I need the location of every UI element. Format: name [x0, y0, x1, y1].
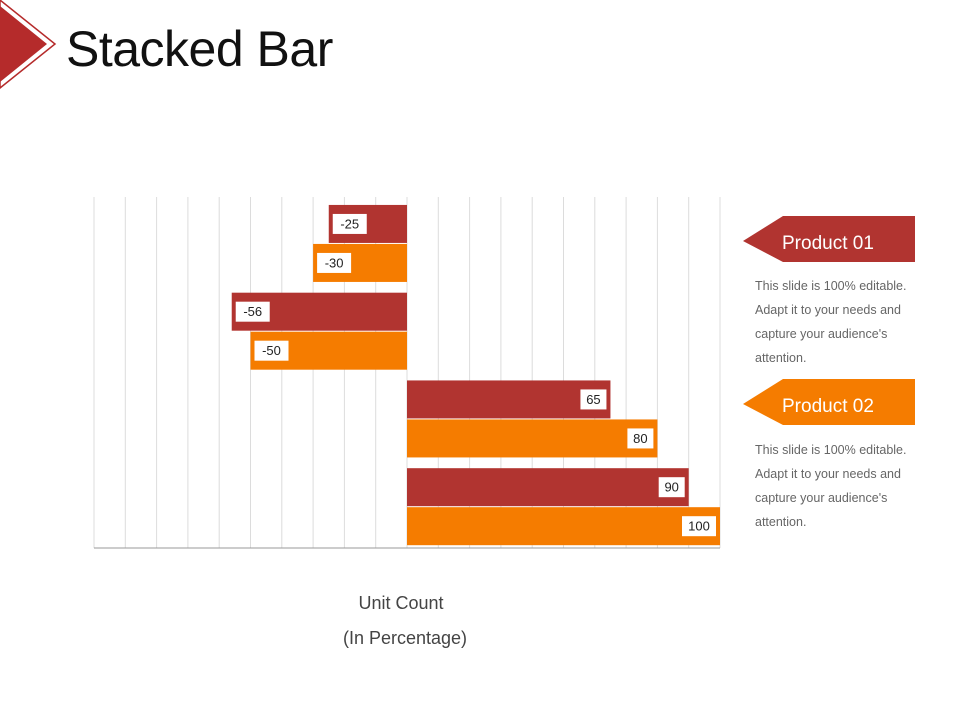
data-label-box — [580, 389, 607, 410]
data-label: -25 — [340, 216, 359, 231]
data-label: 90 — [664, 480, 678, 495]
legend-arrow-product-01 — [743, 216, 915, 262]
legend-tag-product-02 — [743, 379, 915, 425]
x-axis-label: Unit Count — [358, 593, 444, 613]
data-label-box — [682, 516, 716, 537]
bar-2-4 — [407, 507, 720, 546]
data-label-box — [658, 477, 685, 498]
data-label: 80 — [633, 431, 647, 446]
data-label: -56 — [243, 304, 262, 319]
data-label-box — [254, 340, 289, 361]
x-axis-sublabel: (In Percentage) — [342, 628, 468, 648]
page-title: Stacked Bar — [66, 21, 333, 77]
legend-tag-product-01 — [743, 216, 915, 262]
legend-desc-product-01: This slide is 100% editable. Adapt it to… — [755, 279, 907, 365]
legend-label-product-01: Product 01 — [782, 233, 874, 254]
bar-1-4 — [407, 468, 689, 507]
data-label: 100 — [688, 519, 710, 534]
corner-arrow-icon — [0, 0, 57, 89]
legend-label-product-02: Product 02 — [782, 396, 874, 417]
data-label: -30 — [325, 255, 344, 270]
bar-1-3 — [407, 380, 611, 419]
data-label: -50 — [262, 343, 281, 358]
legend-desc-product-02: This slide is 100% editable. Adapt it to… — [755, 443, 907, 529]
legend-arrow-product-02 — [743, 379, 915, 425]
data-label-box — [317, 252, 352, 273]
data-label-box — [235, 301, 270, 322]
data-label: 65 — [586, 392, 600, 407]
data-label-box — [627, 428, 654, 449]
bar-2-3 — [407, 419, 658, 458]
data-label-box — [332, 213, 367, 234]
stacked-bar-chart: -100-90-80-70-60-50-40-30-20-10010203040… — [93, 197, 721, 549]
